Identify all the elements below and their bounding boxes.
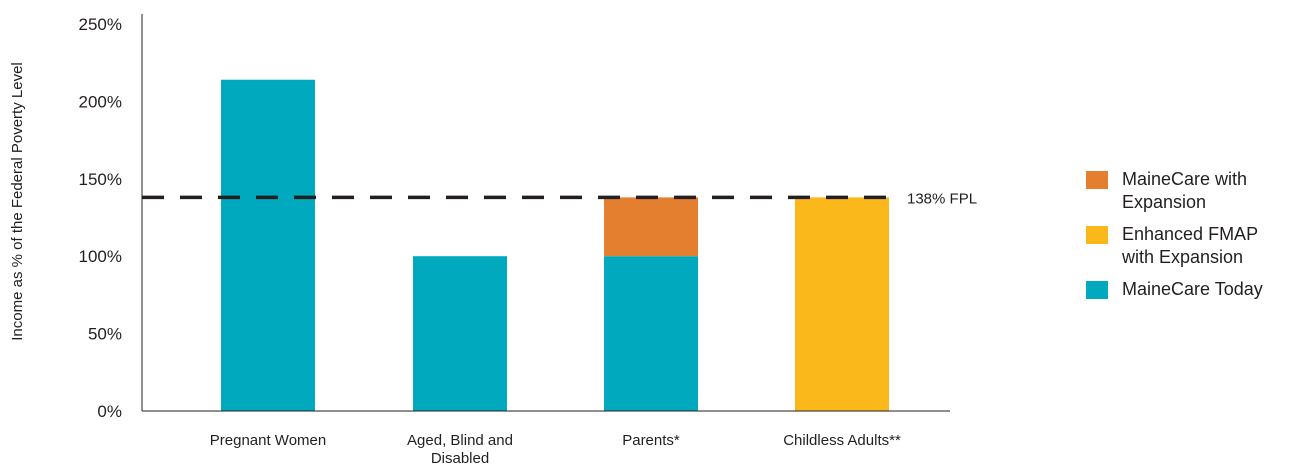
bar-2-series-1: [413, 256, 507, 411]
y-tick-label-200: 200%: [79, 92, 122, 111]
x-tick-label-2-line-2: Disabled: [431, 450, 489, 467]
y-tick-label-0: 0%: [97, 402, 122, 421]
x-tick-label-3: Parents*: [622, 432, 680, 449]
legend-label-mainecare-with-expansion: MaineCare with Expansion: [1122, 169, 1248, 212]
x-tick-label-2-line-1: Aged, Blind and: [407, 432, 513, 449]
legend: MaineCare with Expansion Enhanced FMAP w…: [1086, 168, 1291, 310]
x-tick-label-1: Pregnant Women: [210, 432, 326, 449]
legend-item-mainecare-with-expansion: MaineCare with Expansion: [1086, 168, 1291, 214]
y-tick-label-50: 50%: [88, 325, 122, 344]
bar-3-series-2: [604, 197, 698, 257]
y-tick-label-100: 100%: [79, 247, 122, 266]
bar-1-series-1: [221, 79, 315, 411]
y-tick-label-250: 250%: [79, 15, 122, 34]
fpl-reference-label: 138% FPL: [907, 190, 977, 207]
legend-swatch-mainecare-with-expansion: [1086, 171, 1108, 189]
legend-label-mainecare-today: MaineCare Today: [1122, 279, 1263, 299]
legend-item-mainecare-today: MaineCare Today: [1086, 278, 1291, 301]
y-tick-label-150: 150%: [79, 170, 122, 189]
legend-item-enhanced-fmap: Enhanced FMAP with Expansion: [1086, 223, 1291, 269]
legend-label-enhanced-fmap: Enhanced FMAP with Expansion: [1122, 224, 1258, 267]
bar-3-series-1: [604, 256, 698, 411]
x-tick-label-4: Childless Adults**: [783, 432, 901, 449]
y-axis-title: Income as % of the Federal Poverty Level: [9, 62, 26, 340]
legend-swatch-enhanced-fmap: [1086, 226, 1108, 244]
bar-4-series-3: [795, 197, 889, 411]
legend-swatch-mainecare-today: [1086, 281, 1108, 299]
